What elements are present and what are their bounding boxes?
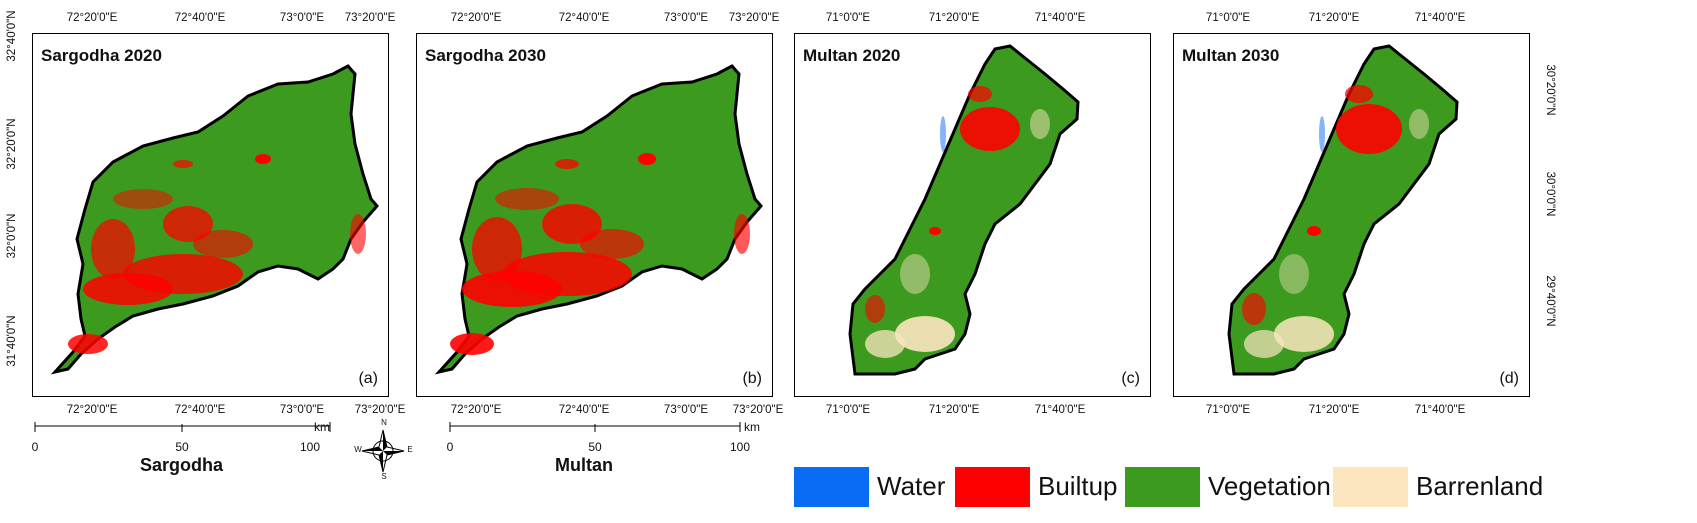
lon-tick: 71°40'0"E: [1414, 12, 1466, 24]
legend-label: Water: [877, 471, 946, 501]
north-arrow-compass-icon: [361, 429, 405, 473]
lon-tick: 72°40'0"E: [558, 12, 610, 24]
lat-tick: 32°20'0"N: [6, 118, 18, 170]
scale-tick: 0: [31, 440, 39, 454]
lon-tick: 72°20'0"E: [450, 12, 502, 24]
lon-tick: 71°40'0"E: [1414, 404, 1466, 416]
legend-swatch: [1333, 467, 1408, 507]
water-patches: [940, 116, 946, 152]
lat-tick: 31°40'0"N: [6, 315, 18, 367]
builtup-patches: [68, 154, 366, 354]
lat-tick: 32°0'0"N: [6, 213, 18, 259]
multan-2030-map: [1227, 44, 1459, 376]
sargodha-district-outline: [50, 64, 379, 375]
scale-unit: km: [744, 420, 760, 434]
scale-tick: 100: [299, 440, 321, 454]
lon-tick: 72°20'0"E: [450, 404, 502, 416]
panel-title: Multan 2030: [1182, 46, 1280, 65]
compass-n: N: [381, 418, 387, 427]
scale-bar-sargodha: [34, 422, 331, 432]
legend-label: Vegetation: [1208, 471, 1331, 501]
legend-label: Barrenland: [1416, 471, 1544, 501]
panel-title: Sargodha 2030: [425, 46, 546, 65]
map-panel-sargodha-2020: Sargodha 2020 (a): [32, 33, 389, 397]
scale-unit: km: [314, 420, 330, 434]
lon-tick: 72°40'0"E: [558, 404, 610, 416]
multan-district-outline: [848, 44, 1080, 376]
water-patches: [1319, 116, 1325, 152]
lat-tick: 30°20'0"N: [1544, 64, 1556, 116]
panel-label: (b): [742, 370, 762, 387]
lon-tick: 72°40'0"E: [174, 404, 226, 416]
lon-tick: 73°20'0"E: [344, 12, 396, 24]
compass-s: S: [381, 472, 387, 481]
panel-label: (c): [1121, 370, 1140, 387]
lon-tick: 73°0'0"E: [663, 12, 709, 24]
lon-tick: 73°0'0"E: [279, 12, 325, 24]
scale-bar-multan: [449, 422, 741, 432]
lon-tick: 71°20'0"E: [1308, 12, 1360, 24]
lon-tick: 71°20'0"E: [928, 12, 980, 24]
barrenland-patches: [865, 109, 1050, 358]
map-panel-multan-2030: Multan 2030 (d): [1173, 33, 1530, 397]
lon-tick: 71°0'0"E: [1205, 404, 1251, 416]
lon-tick: 73°0'0"E: [279, 404, 325, 416]
legend-swatch: [794, 467, 869, 507]
builtup-patches: [865, 86, 1020, 323]
legend-swatch: [1125, 467, 1200, 507]
lon-tick: 71°0'0"E: [1205, 12, 1251, 24]
scale-tick: 100: [729, 440, 751, 454]
lon-tick: 71°40'0"E: [1034, 404, 1086, 416]
builtup-patches: [450, 153, 750, 355]
legend-swatch: [955, 467, 1030, 507]
lon-tick: 73°20'0"E: [354, 404, 406, 416]
panel-label: (d): [1499, 370, 1519, 387]
scale-tick: 0: [446, 440, 454, 454]
lon-tick: 73°20'0"E: [728, 12, 780, 24]
compass-w: W: [354, 445, 362, 454]
lon-tick: 71°20'0"E: [1308, 404, 1360, 416]
map-panel-multan-2020: Multan 2020 (c): [794, 33, 1151, 397]
lon-tick: 71°20'0"E: [928, 404, 980, 416]
panel-title: Sargodha 2020: [41, 46, 162, 65]
lon-tick: 72°20'0"E: [66, 12, 118, 24]
compass-e: E: [407, 445, 413, 454]
lat-tick: 29°40'0"N: [1544, 275, 1556, 327]
lon-tick: 73°0'0"E: [663, 404, 709, 416]
scale-bar-name: Sargodha: [140, 455, 224, 475]
panel-title: Multan 2020: [803, 46, 901, 65]
scale-tick: 50: [175, 440, 189, 454]
scale-tick: 50: [588, 440, 602, 454]
lon-tick: 71°0'0"E: [825, 404, 871, 416]
sargodha-2020-map: [50, 64, 379, 375]
barrenland-patches: [1244, 109, 1429, 358]
multan-district-outline: [1227, 44, 1459, 376]
scale-bar-name: Multan: [555, 455, 613, 475]
lon-tick: 73°20'0"E: [732, 404, 784, 416]
builtup-patches: [1242, 85, 1402, 325]
lat-tick: 32°40'0"N: [6, 10, 18, 62]
multan-2020-map: [848, 44, 1080, 376]
lat-tick: 30°0'0"N: [1544, 171, 1556, 217]
panel-label: (a): [358, 370, 378, 387]
sargodha-2030-map: [434, 64, 763, 375]
lon-tick: 71°0'0"E: [825, 12, 871, 24]
lon-tick: 71°40'0"E: [1034, 12, 1086, 24]
lon-tick: 72°20'0"E: [66, 404, 118, 416]
lon-tick: 72°40'0"E: [174, 12, 226, 24]
map-panel-sargodha-2030: Sargodha 2030 (b): [416, 33, 773, 397]
legend-label: Builtup: [1038, 471, 1118, 501]
